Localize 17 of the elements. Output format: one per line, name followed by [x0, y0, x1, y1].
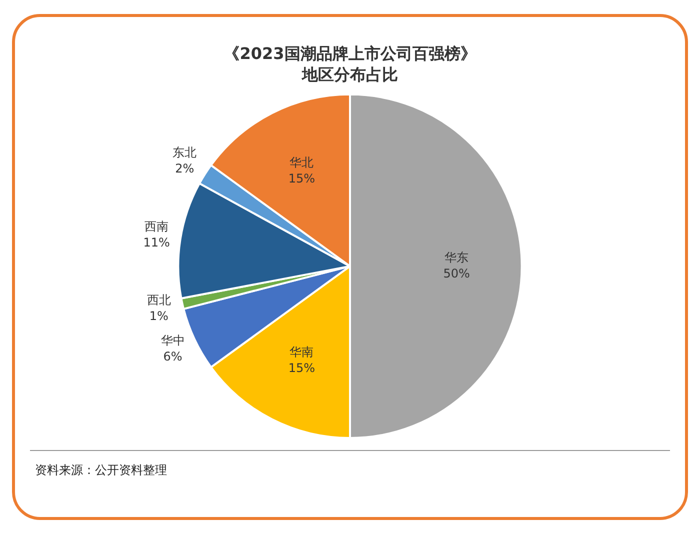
slice-label: 西北	[146, 293, 171, 308]
data-label: 6%	[163, 350, 182, 364]
data-label: 15%	[288, 361, 315, 376]
data-label: 15%	[288, 171, 315, 186]
data-label: 1%	[149, 309, 168, 324]
slice-label: 东北	[172, 145, 197, 160]
text: 资料来源：公开资料整理	[35, 462, 167, 479]
chart-title: 《2023国潮品牌上市公司百强榜》	[224, 44, 476, 63]
data-label: 2%	[175, 161, 194, 176]
data-label: 50%	[443, 266, 470, 280]
slice-label: 华中	[160, 334, 185, 348]
chart-subtitle: 地区分布占比	[301, 64, 398, 84]
data-label: 11%	[143, 236, 170, 250]
slice-label: 华东	[444, 250, 469, 264]
slice-label: 华北	[290, 155, 314, 170]
slice-label: 西南	[144, 220, 169, 234]
slice-label: 华南	[290, 345, 314, 360]
